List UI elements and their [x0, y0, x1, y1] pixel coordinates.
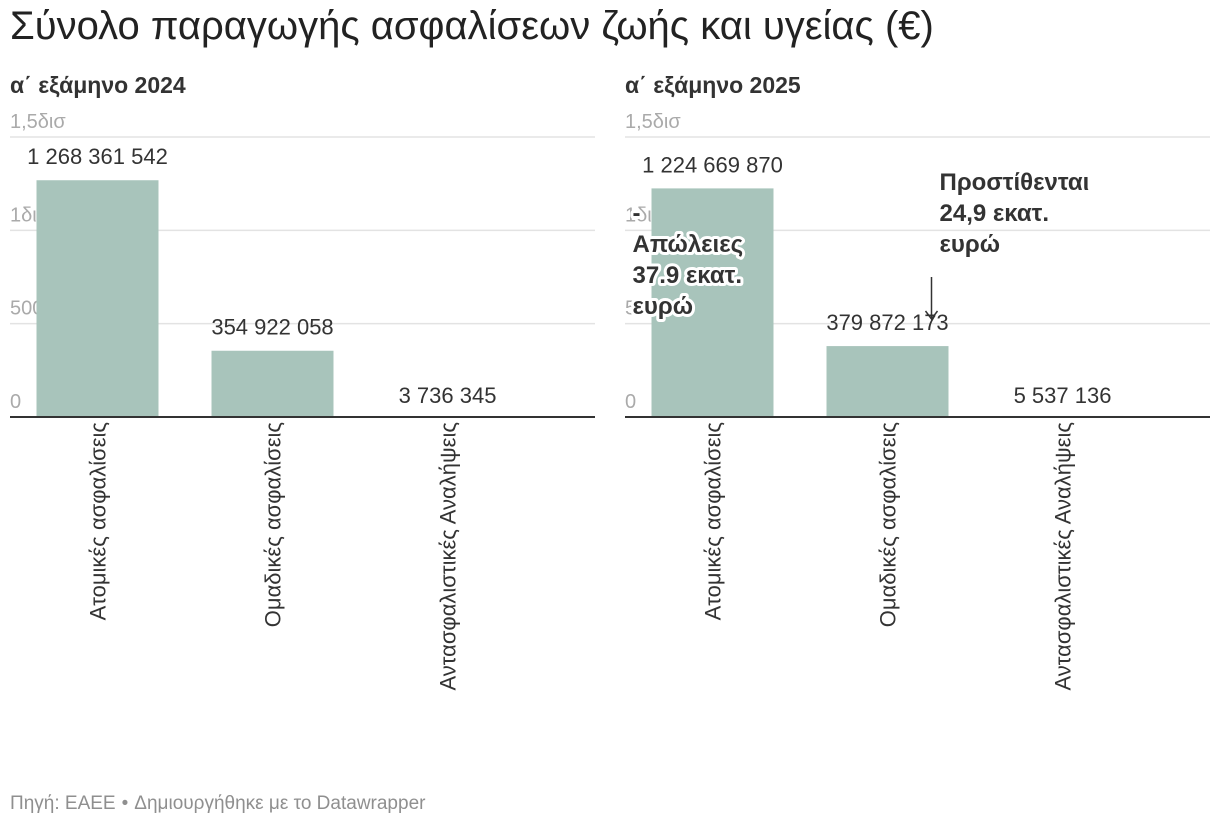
panel-subtitle: α΄ εξάμηνο 2024: [10, 72, 186, 98]
footer-separator: •: [121, 793, 129, 814]
bar-value-label: 354 922 058: [211, 315, 333, 340]
annotation-line: Απώλειες: [633, 231, 744, 258]
category-label: Ατομικές ασφαλίσεις: [701, 422, 726, 620]
annotation-arrow: [924, 277, 939, 321]
chart-panel-2024: α΄ εξάμηνο 2024 0 500εκ 1δισ 1,5δισ 1 268 361…: [10, 68, 600, 768]
annotation-line: 24,9 εκατ.: [940, 200, 1050, 227]
category-label: Ατομικές ασφαλίσεις: [86, 422, 111, 620]
category-label: Ομαδικές ασφαλίσεις: [876, 422, 901, 627]
y-tick-label: 1,5δισ: [625, 111, 681, 133]
bar-value-label: 379 872 173: [826, 310, 948, 335]
bar: [651, 188, 774, 417]
y-tick-label: 0: [10, 391, 21, 413]
bar: [826, 346, 949, 417]
y-tick-label: 0: [625, 391, 636, 413]
annotation-line: ευρώ: [633, 293, 693, 320]
bar-value-label: 1 268 361 542: [27, 144, 168, 169]
bar-value-label: 3 736 345: [399, 383, 497, 408]
bar: [211, 350, 334, 417]
chart-title: Σύνολο παραγωγής ασφαλίσεων ζωής και υγε…: [10, 4, 934, 48]
source-note: Πηγή: ΕΑΕΕ: [10, 793, 116, 814]
footer: Πηγή: ΕΑΕΕ • Δημιουργήθηκε με το Datawrapp…: [10, 793, 425, 815]
category-label: Ομαδικές ασφαλίσεις: [261, 422, 286, 627]
chart-panel-2025: α΄ εξάμηνο 2025 0 500εκ 1δισ 1,5δισ 1 224 669…: [625, 68, 1215, 768]
annotation-line: 37.9 εκατ.: [633, 262, 743, 289]
bar-value-label: 1 224 669 870: [642, 152, 783, 177]
annotation-1: Προστίθενται 24,9 εκατ. ευρώ: [940, 169, 1090, 258]
annotation-0: - Απώλειες 37.9 εκατ. ευρώ: [633, 200, 744, 320]
category-label: Αντασφαλιστικές Αναλήψεις: [436, 422, 461, 691]
y-tick-label: 1,5δισ: [10, 111, 66, 133]
annotation-line: Προστίθενται: [940, 169, 1090, 196]
bar-value-label: 5 537 136: [1014, 383, 1112, 408]
credit-note: Δημιουργήθηκε με το Datawrapper: [134, 793, 426, 814]
annotation-line: -: [633, 200, 641, 227]
annotation-line: ευρώ: [940, 231, 1000, 258]
category-label: Αντασφαλιστικές Αναλήψεις: [1051, 422, 1076, 691]
bar: [36, 180, 159, 417]
panel-subtitle: α΄ εξάμηνο 2025: [625, 72, 801, 98]
